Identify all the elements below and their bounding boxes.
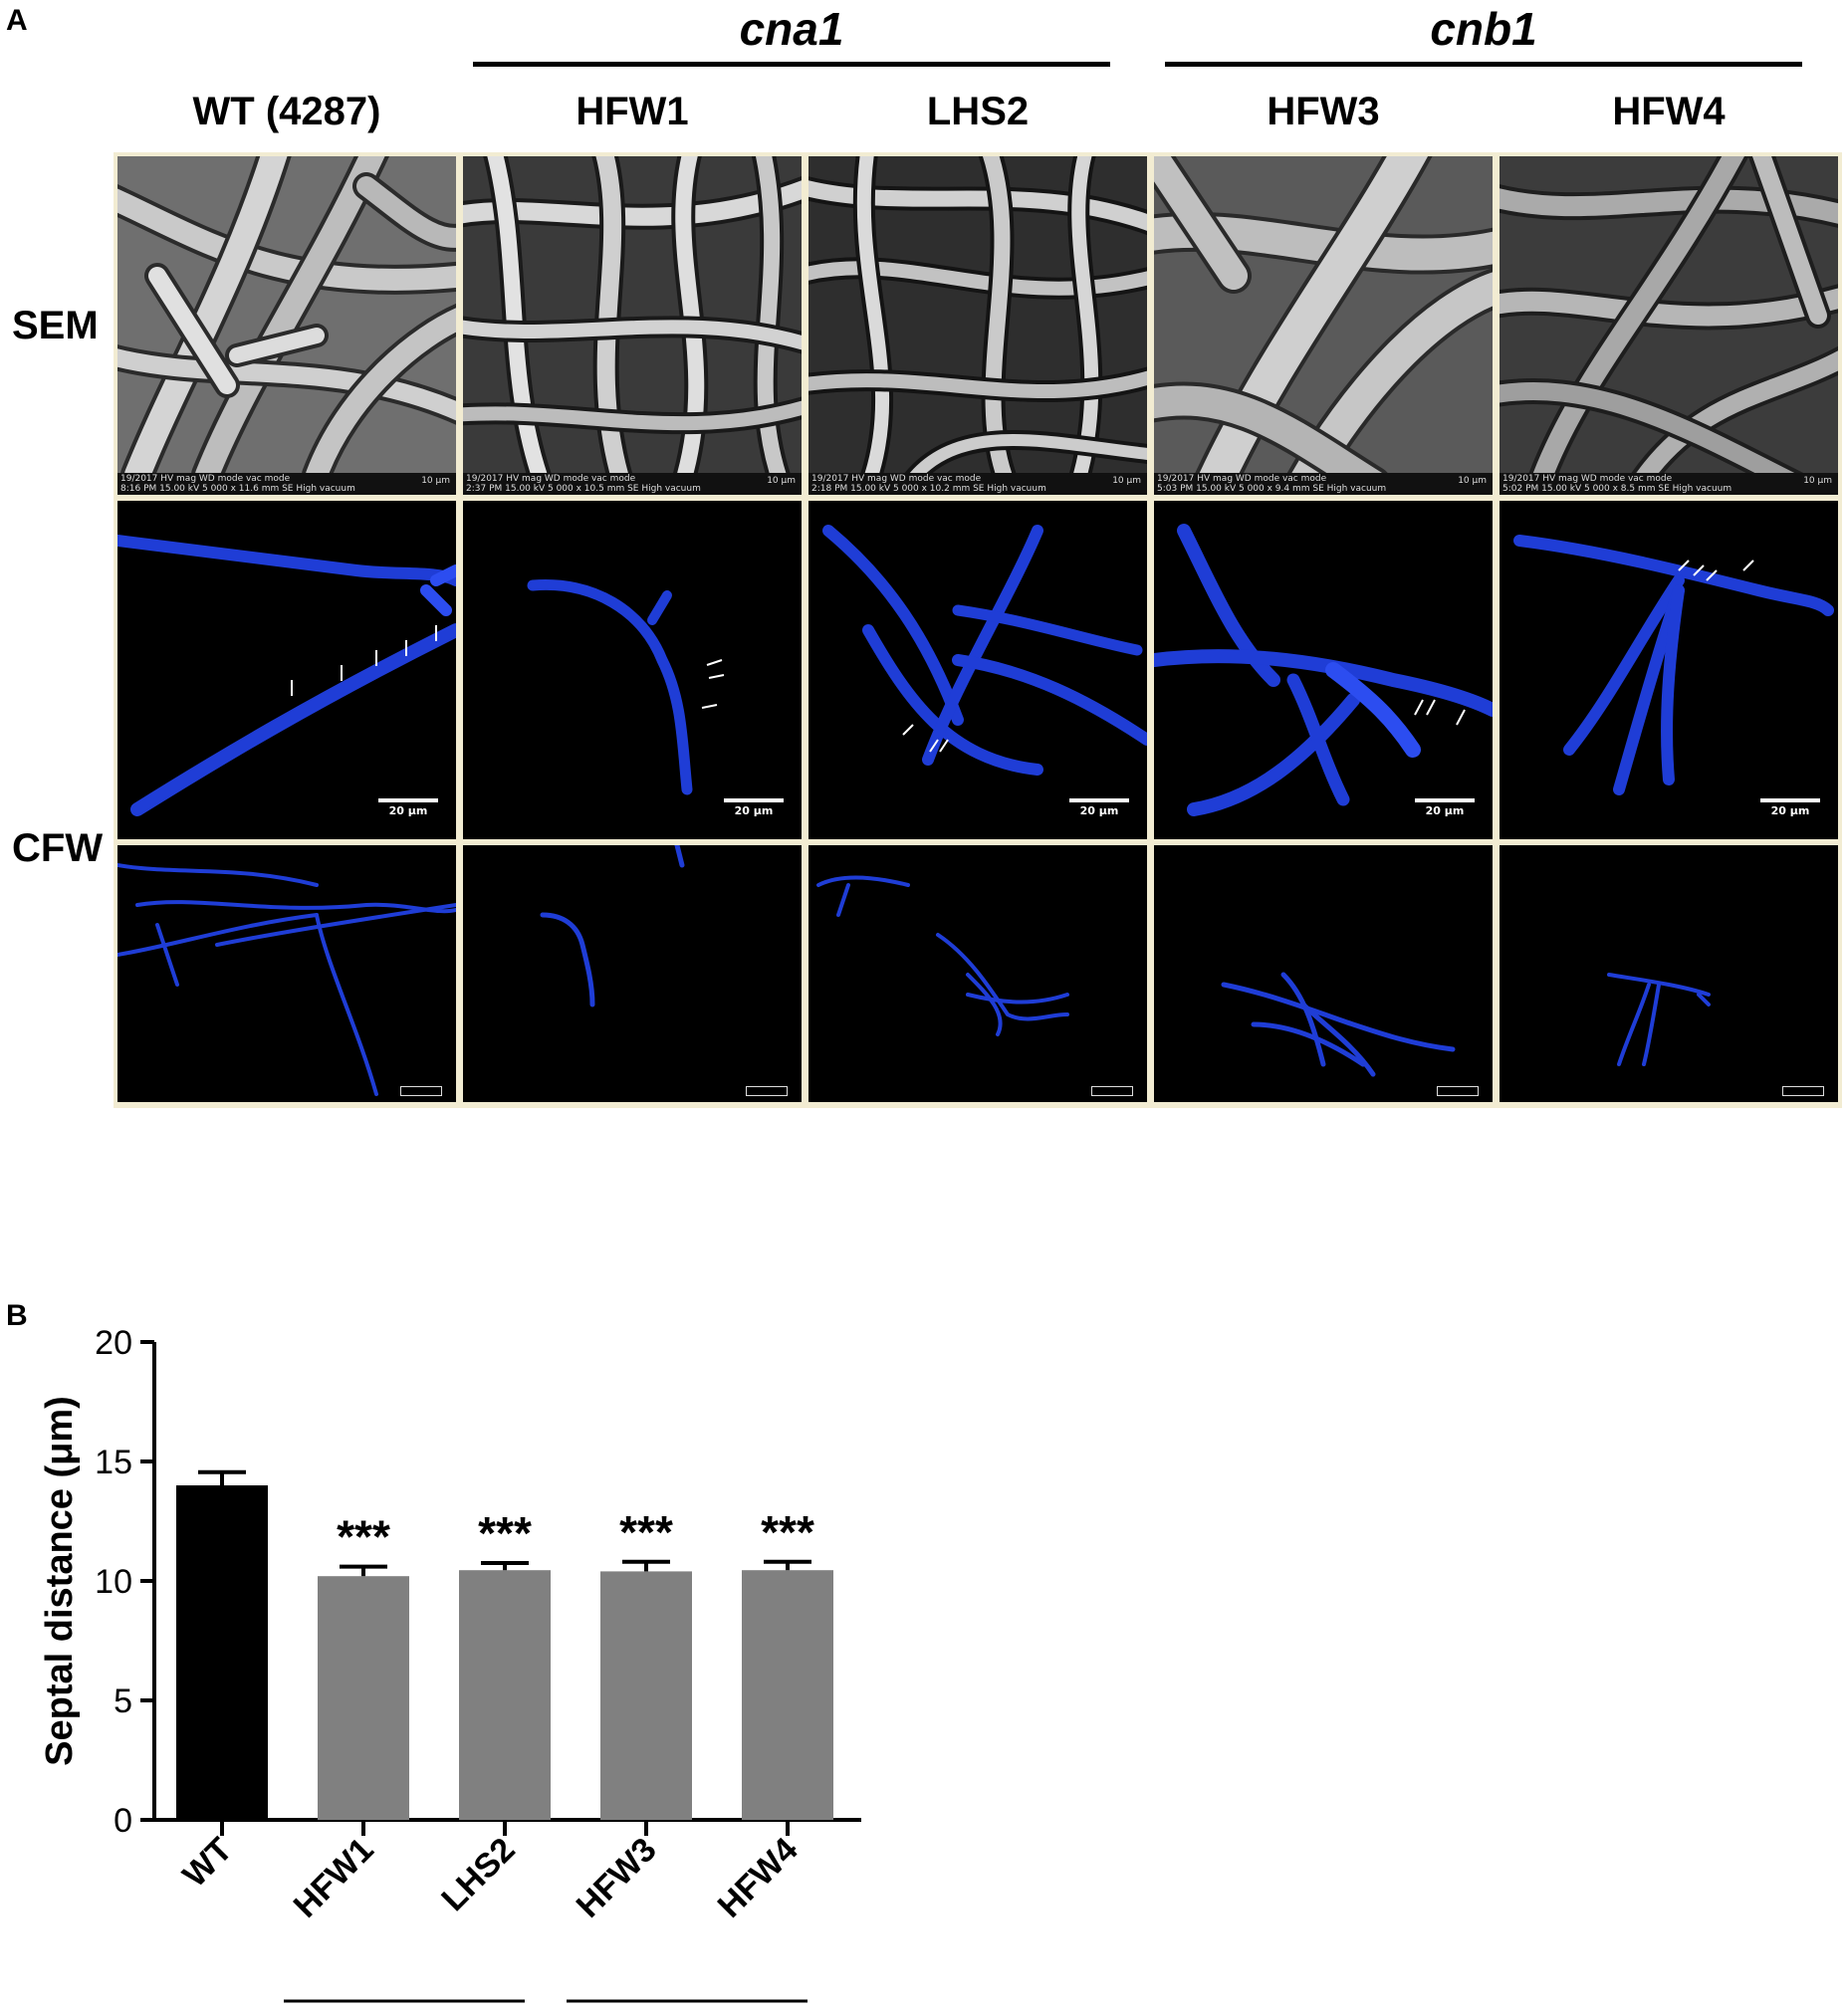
- y-axis-label: Septal distance (μm): [39, 1396, 81, 1766]
- cfw-image-hfw3: 20 μm: [1154, 501, 1493, 839]
- significance-label-hfw3: ***: [619, 1506, 673, 1558]
- cfw-image-wt: 20 μm: [117, 501, 456, 839]
- scale-bar: [1437, 1086, 1479, 1096]
- column-label-lhs2: LHS2: [926, 90, 1030, 133]
- sem-hyphae-hfw1: [463, 156, 802, 495]
- sem-image-lhs2: 19/2017 HV mag WD mode vac mode 2:18 PM …: [808, 156, 1147, 495]
- y-tick-label: 15: [95, 1444, 132, 1481]
- cfw-lowmag-hfw1: [463, 845, 802, 1102]
- group-label-cnb1: cnb1: [644, 2012, 731, 2016]
- cfw-lowmag-hyphae-lhs2: [816, 875, 1069, 1036]
- sem-info-bar: 19/2017 HV mag WD mode vac mode 8:16 PM …: [117, 473, 456, 495]
- cfw-lowmag-hyphae-hfw1: [540, 845, 685, 1008]
- sem-image-hfw3: 19/2017 HV mag WD mode vac mode 5:03 PM …: [1154, 156, 1493, 495]
- scale-bar: 20 μm: [1069, 798, 1129, 817]
- significance-label-hfw1: ***: [337, 1511, 390, 1563]
- sem-hyphae-hfw3: [1154, 156, 1493, 495]
- group-label-cna1: cna1: [739, 3, 844, 55]
- y-tick-label: 20: [95, 1324, 132, 1362]
- y-tick-label: 5: [114, 1682, 132, 1720]
- sem-info-bar: 19/2017 HV mag WD mode vac mode 2:37 PM …: [463, 473, 802, 495]
- cfw-hyphae-lhs2: [822, 525, 1147, 776]
- cfw-lowmag-hyphae-hfw4: [1607, 973, 1711, 1066]
- cfw-image-hfw1: 20 μm: [463, 501, 802, 839]
- bar-hfw4: [742, 1570, 833, 1820]
- sem-image-hfw4: 19/2017 HV mag WD mode vac mode 5:02 PM …: [1500, 156, 1838, 495]
- x-tick-label-hfw3: HFW3: [570, 1831, 664, 1925]
- scale-bar: 20 μm: [724, 798, 784, 817]
- bar-lhs2: [459, 1570, 551, 1820]
- scale-bar: 20 μm: [378, 798, 438, 817]
- column-label-wt: WT (4287): [192, 90, 381, 133]
- row-label-sem: SEM: [12, 304, 99, 347]
- scale-bar: 20 μm: [1415, 798, 1475, 817]
- x-tick-label-hfw1: HFW1: [287, 1831, 381, 1925]
- scale-bar: [1091, 1086, 1133, 1096]
- y-tick-label: 0: [114, 1802, 132, 1840]
- sem-info-bar: 19/2017 HV mag WD mode vac mode 5:03 PM …: [1154, 473, 1493, 495]
- scale-bar: [746, 1086, 788, 1096]
- bar-hfw1: [318, 1576, 409, 1820]
- row-label-cfw: CFW: [12, 826, 104, 870]
- cfw-image-hfw4: 20 μm: [1500, 501, 1838, 839]
- x-tick-label-wt: WT: [175, 1831, 239, 1895]
- group-bar-cnb1: [1165, 62, 1802, 67]
- sem-info-bar: 19/2017 HV mag WD mode vac mode 5:02 PM …: [1500, 473, 1838, 495]
- y-tick-label: 10: [95, 1563, 132, 1601]
- significance-label-lhs2: ***: [478, 1507, 532, 1559]
- column-label-hfw3: HFW3: [1267, 90, 1380, 133]
- cfw-lowmag-wt: [117, 845, 456, 1102]
- sem-hyphae-hfw4: [1500, 156, 1838, 495]
- septal-distance-chart: 0 5 10 15 20 Septal distance (μm) WT HFW1 *** LHS…: [39, 1324, 861, 2016]
- significance-label-hfw4: ***: [761, 1506, 814, 1558]
- x-tick-label-hfw4: HFW4: [711, 1831, 806, 1925]
- group-label-cnb1: cnb1: [1430, 3, 1537, 55]
- bar-wt: [176, 1485, 268, 1820]
- sem-image-wt: 19/2017 HV mag WD mode vac mode 8:16 PM …: [117, 156, 456, 495]
- sem-image-hfw1: 19/2017 HV mag WD mode vac mode 2:37 PM …: [463, 156, 802, 495]
- scale-bar: 20 μm: [1760, 798, 1820, 817]
- x-tick-label-lhs2: LHS2: [434, 1831, 522, 1918]
- cfw-hyphae-wt: [117, 535, 456, 816]
- panel-a-label: A: [6, 4, 28, 37]
- cfw-lowmag-lhs2: [808, 845, 1147, 1102]
- cfw-image-lhs2: 20 μm: [808, 501, 1147, 839]
- group-label-cna1: cna1: [361, 2012, 448, 2016]
- cfw-lowmag-hfw3: [1154, 845, 1493, 1102]
- panel-b-label: B: [6, 1299, 28, 1332]
- cfw-lowmag-hfw4: [1500, 845, 1838, 1102]
- bar-hfw3: [600, 1571, 692, 1820]
- column-label-hfw1: HFW1: [576, 90, 689, 133]
- sem-info-bar: 19/2017 HV mag WD mode vac mode 2:18 PM …: [808, 473, 1147, 495]
- scale-bar: [400, 1086, 442, 1096]
- sem-hyphae-wt: [117, 156, 456, 492]
- cfw-lowmag-hyphae-hfw3: [1221, 972, 1456, 1077]
- scale-bar: [1782, 1086, 1824, 1096]
- column-label-hfw4: HFW4: [1612, 90, 1726, 133]
- cfw-lowmag-hyphae-wt: [117, 863, 456, 1096]
- cfw-hyphae-hfw1: [527, 578, 725, 795]
- sem-hyphae-lhs2: [808, 156, 1147, 495]
- group-bar-cna1: [473, 62, 1110, 67]
- cfw-hyphae-hfw3: [1154, 524, 1493, 816]
- cfw-hyphae-hfw4: [1513, 535, 1834, 795]
